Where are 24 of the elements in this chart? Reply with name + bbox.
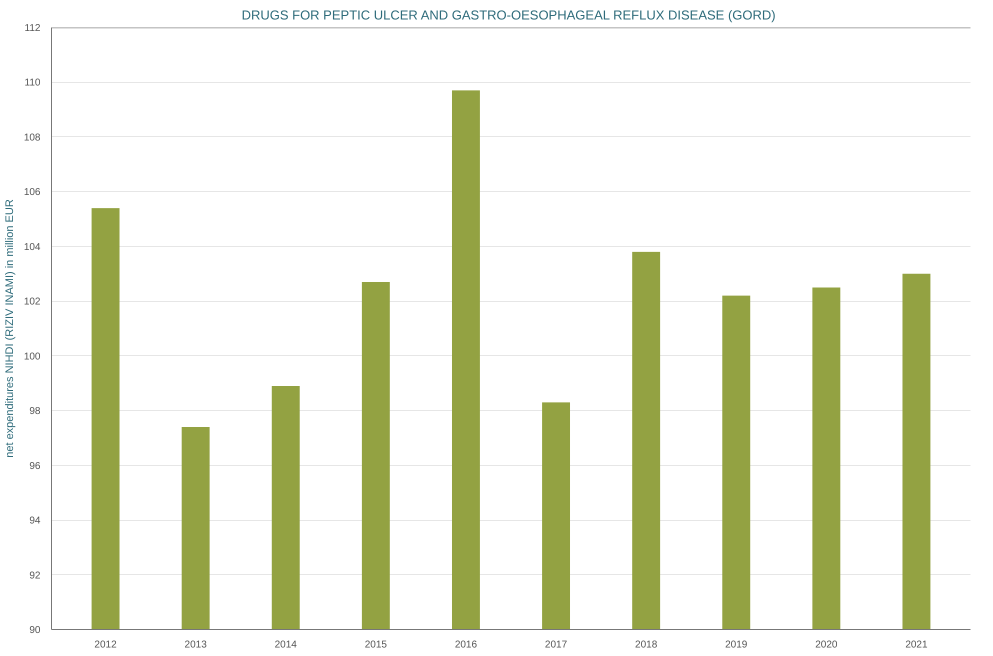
x-tick-label: 2016 (454, 640, 478, 650)
y-axis-title: net expenditures NIHDI (RIZIV INAMI) in million EUR (4, 199, 16, 458)
x-tick-label: 2021 (905, 640, 928, 650)
y-tick-label: 92 (29, 570, 41, 582)
x-tick-label: 2015 (364, 640, 388, 650)
y-tick-label: 104 (24, 242, 41, 253)
x-tick-label: 2013 (184, 640, 208, 650)
chart-title: DRUGS FOR PEPTIC ULCER AND GASTRO-OESOPHAGEAL REFLUX DISEASE (GORD) (242, 8, 776, 22)
y-tick-label: 96 (29, 460, 41, 472)
x-tick-label: 2018 (635, 640, 658, 650)
y-tick-label: 94 (29, 516, 41, 527)
x-tick-label: 2012 (94, 640, 118, 650)
y-tick-label: 110 (24, 78, 41, 89)
x-tick-label: 2019 (725, 640, 748, 650)
y-tick-label: 106 (24, 187, 41, 198)
y-tick-label: 90 (29, 625, 41, 636)
y-tick-label: 112 (24, 23, 41, 34)
y-tick-label: 98 (29, 406, 41, 418)
y-tick-label: 102 (24, 296, 41, 308)
x-tick-label: 2020 (815, 640, 838, 650)
x-tick-label: 2014 (274, 640, 298, 650)
y-tick-label: 108 (24, 132, 41, 144)
y-tick-label: 100 (24, 351, 41, 362)
x-tick-label: 2017 (544, 640, 568, 650)
